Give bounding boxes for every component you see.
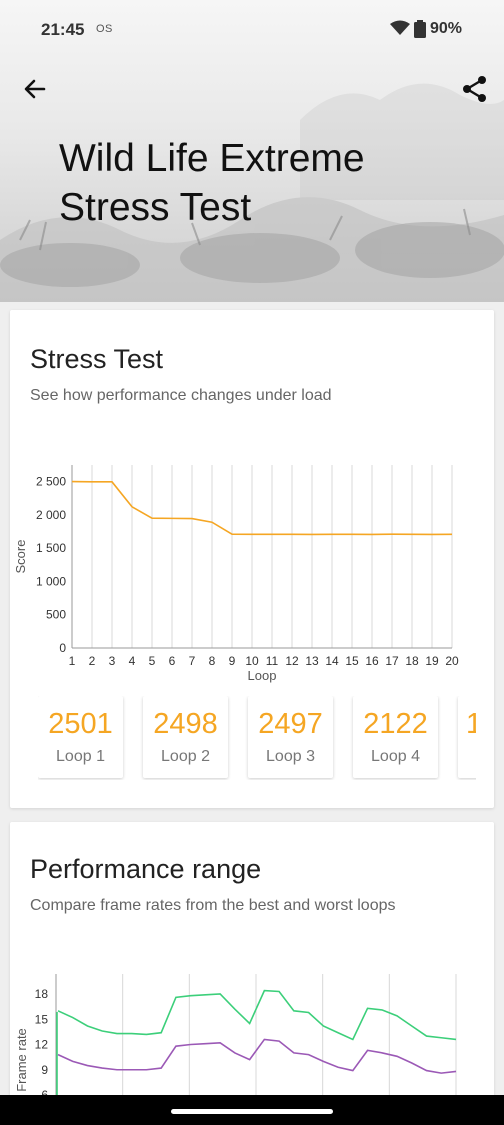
x-tick-label: 2 — [89, 654, 96, 668]
loop-score: 2501 — [48, 708, 113, 740]
card-title: Performance range — [30, 854, 262, 884]
wildlife-artwork — [0, 83, 504, 302]
card-subtitle: See how performance changes under load — [30, 387, 332, 404]
loop-label: Loop 2 — [161, 748, 210, 765]
loop-tile[interactable]: 2497 Loop 3 — [248, 696, 333, 778]
x-tick-label: 13 — [305, 654, 319, 668]
x-tick-label: 10 — [245, 654, 259, 668]
loop-score: 1 — [466, 708, 476, 740]
navigation-bar — [0, 1095, 504, 1125]
x-tick-label: 18 — [405, 654, 419, 668]
x-tick-label: 14 — [325, 654, 339, 668]
stress-test-card: Stress Test See how performance changes … — [10, 310, 494, 808]
loop-tile[interactable]: 1 — [458, 696, 476, 778]
x-tick-label: 6 — [169, 654, 176, 668]
y-tick-label: 12 — [35, 1038, 49, 1052]
x-tick-label: 3 — [109, 654, 116, 668]
y-tick-label: 1 000 — [36, 574, 66, 588]
x-tick-label: 15 — [345, 654, 359, 668]
card-title: Stress Test — [30, 344, 164, 374]
x-tick-label: 5 — [149, 654, 156, 668]
x-tick-label: 1 — [69, 654, 76, 668]
wifi-icon — [390, 20, 410, 35]
header-banner: 21:45 OS 90% Wild Life Extreme Stress Te… — [0, 0, 504, 302]
x-tick-label: 11 — [266, 654, 279, 668]
share-icon[interactable] — [460, 74, 490, 104]
loop-tile[interactable]: 2501 Loop 1 — [38, 696, 123, 778]
loop-tile[interactable]: 2122 Loop 4 — [353, 696, 438, 778]
os-indicator: OS — [96, 23, 113, 35]
loop-scores-carousel[interactable]: 2501 Loop 1 2498 Loop 2 2497 Loop 3 2122… — [38, 696, 476, 780]
page-title: Wild Life Extreme Stress Test — [59, 137, 365, 229]
loop-label: Loop 1 — [56, 748, 105, 765]
x-tick-label: 17 — [385, 654, 399, 668]
score-series-line — [71, 480, 453, 536]
battery-icon — [414, 20, 426, 38]
x-tick-label: 12 — [285, 654, 299, 668]
y-tick-label: 0 — [59, 641, 66, 655]
back-arrow-icon[interactable] — [20, 74, 50, 104]
x-tick-label: 20 — [445, 654, 459, 668]
loop-score: 2122 — [363, 708, 428, 740]
loop-score: 2498 — [153, 708, 218, 740]
y-tick-label: 9 — [41, 1063, 48, 1077]
worst-loop-series-line — [57, 1038, 457, 1074]
frame-rate-chart: 69121518Frame rate — [14, 974, 457, 1112]
loop-label: Loop 4 — [371, 748, 420, 765]
y-tick-label: 500 — [46, 608, 66, 622]
y-tick-label: 2 000 — [36, 508, 66, 522]
x-tick-label: 8 — [209, 654, 216, 668]
y-axis-label: Score — [13, 540, 28, 574]
y-tick-label: 18 — [35, 987, 49, 1001]
y-tick-label: 2 500 — [36, 475, 66, 489]
loop-score: 2497 — [258, 708, 323, 740]
x-tick-label: 19 — [425, 654, 439, 668]
loop-label: Loop 3 — [266, 748, 315, 765]
y-axis-label: Frame rate — [14, 1028, 29, 1092]
loop-tile[interactable]: 2498 Loop 2 — [143, 696, 228, 778]
y-tick-label: 15 — [35, 1012, 49, 1026]
status-bar: 21:45 OS 90% — [0, 0, 504, 60]
home-gesture-handle[interactable] — [171, 1109, 333, 1114]
x-tick-label: 4 — [129, 654, 136, 668]
x-tick-label: 7 — [189, 654, 196, 668]
battery-percentage: 90% — [430, 20, 463, 37]
performance-range-card: Performance range Compare frame rates fr… — [10, 822, 494, 1112]
x-tick-label: 9 — [229, 654, 236, 668]
clock: 21:45 — [41, 20, 85, 39]
card-subtitle: Compare frame rates from the best and wo… — [30, 897, 396, 914]
x-axis-label: Loop — [248, 668, 277, 683]
x-tick-label: 16 — [365, 654, 379, 668]
best-loop-series-line — [57, 989, 457, 1041]
y-tick-label: 1 500 — [36, 541, 66, 555]
